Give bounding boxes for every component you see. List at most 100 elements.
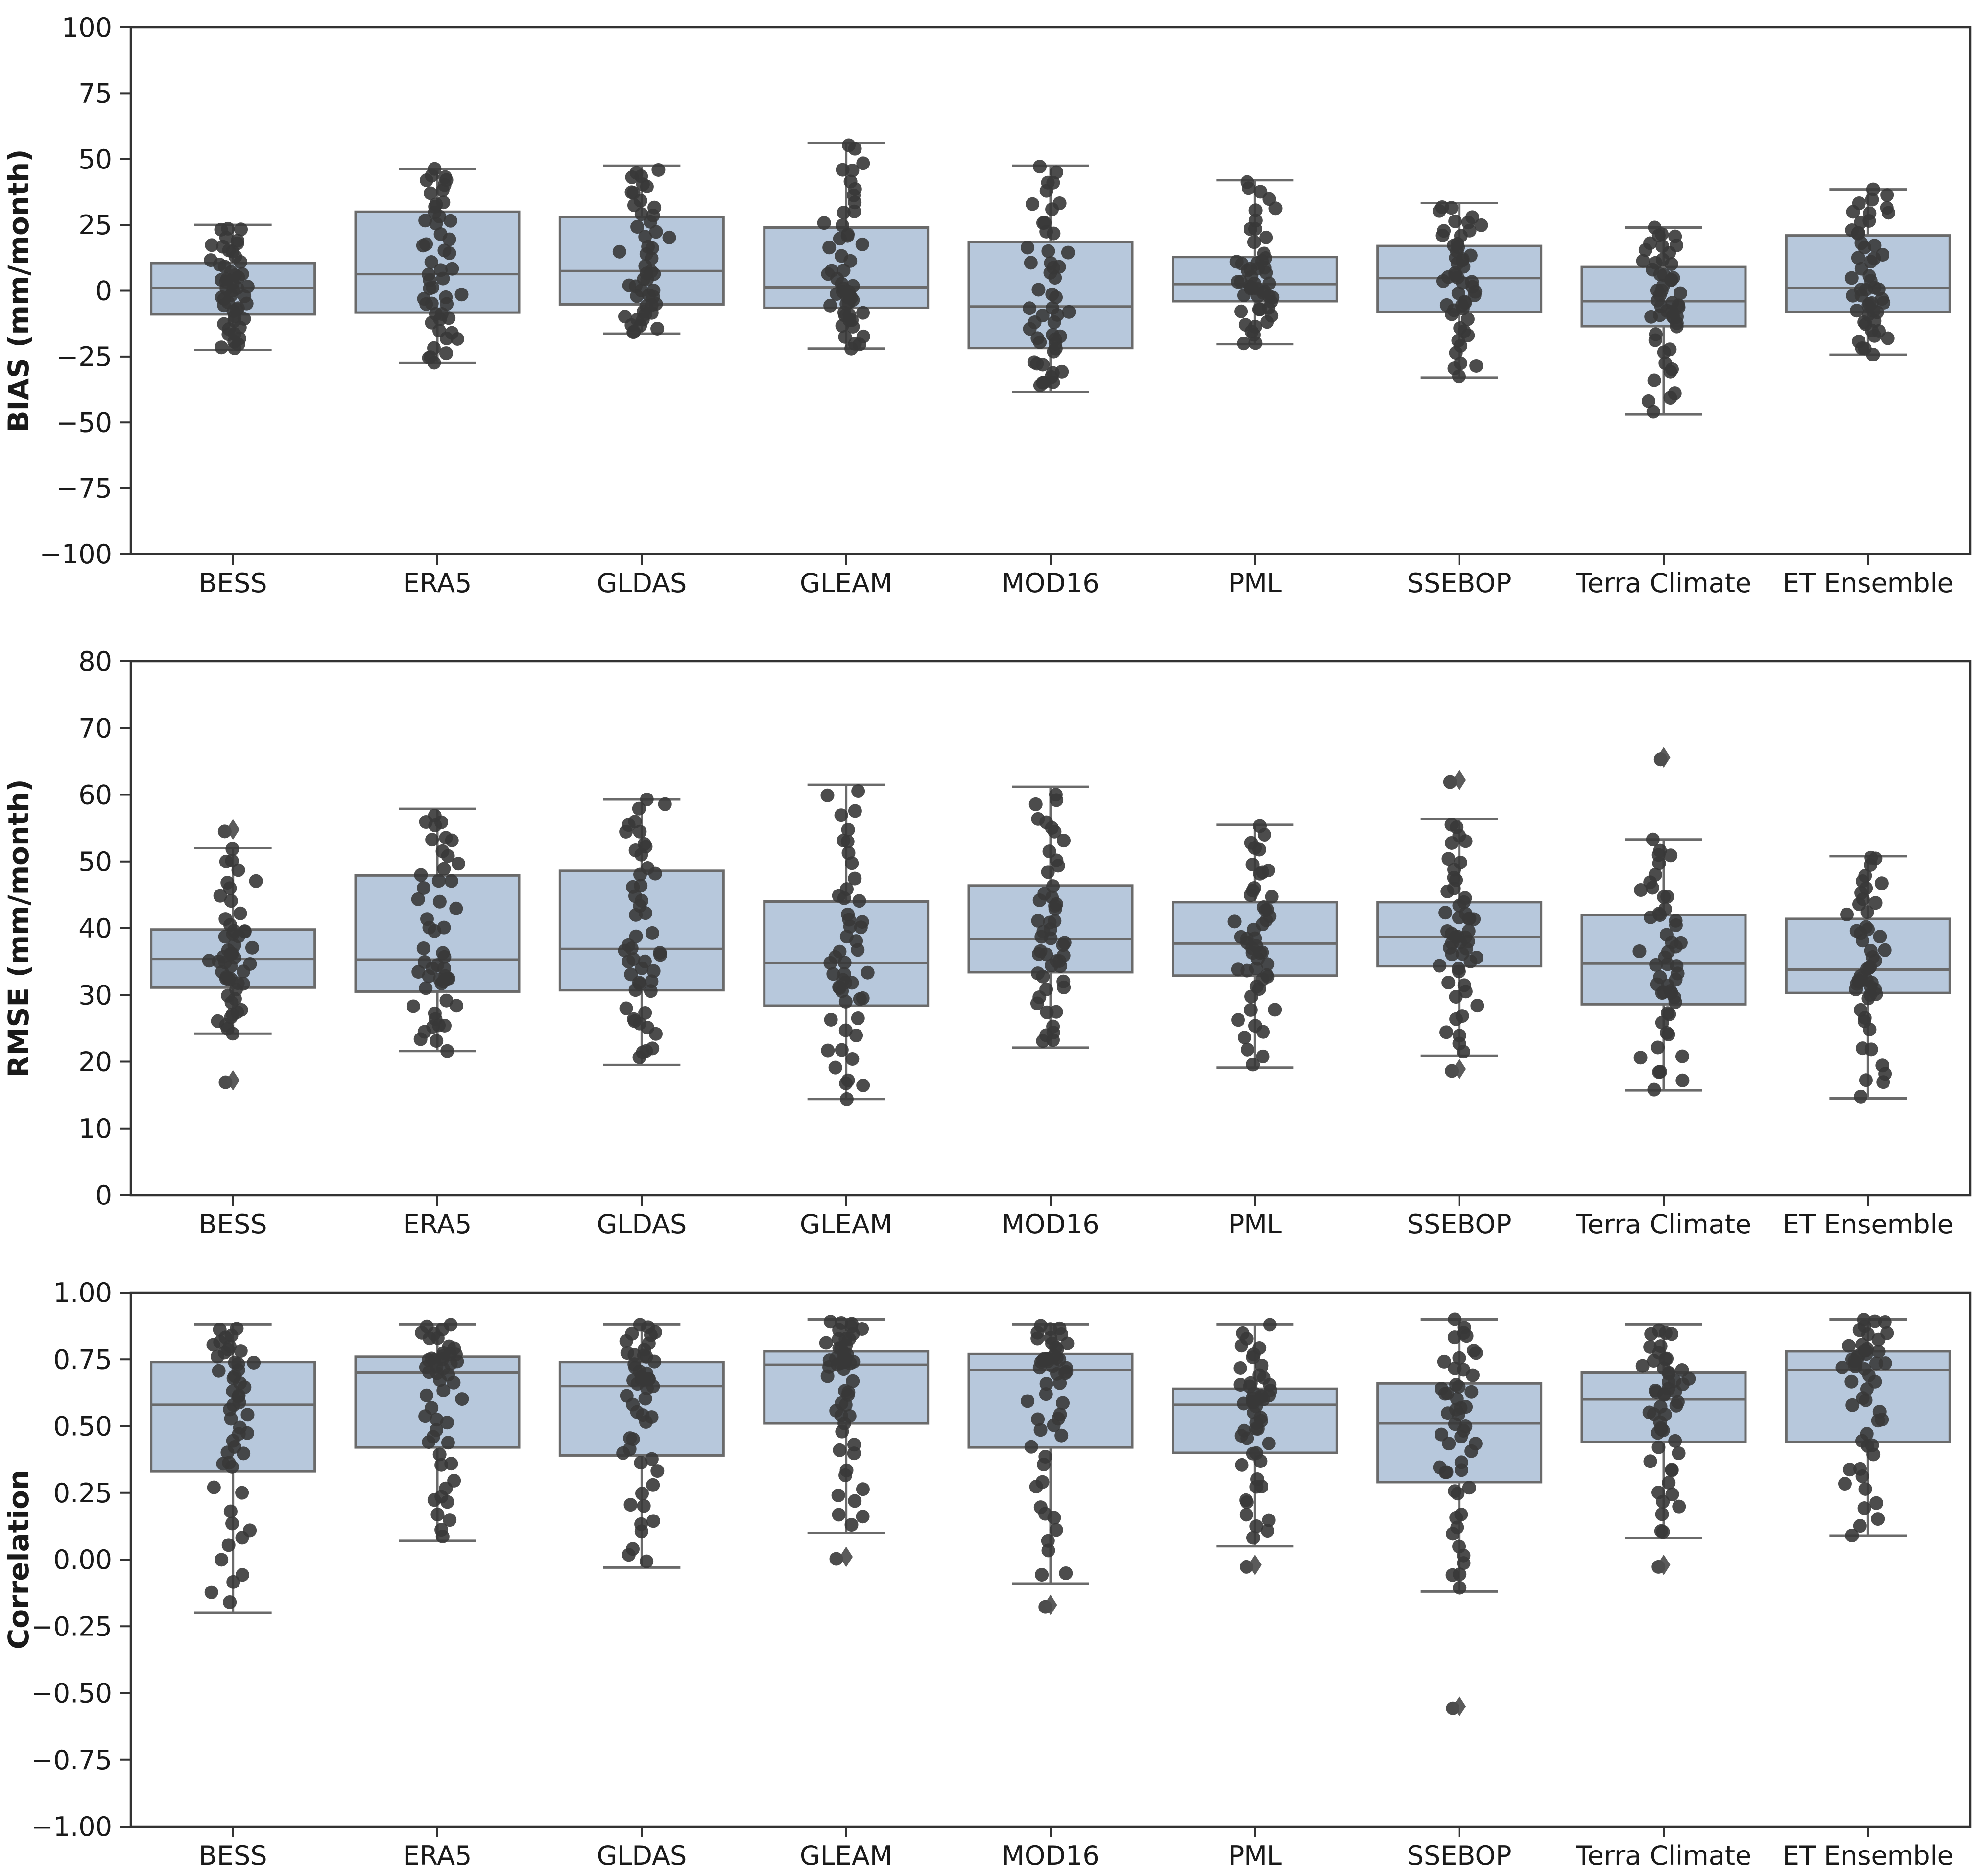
data-point [1024, 256, 1038, 270]
data-point [1670, 959, 1684, 973]
data-point [1031, 947, 1046, 961]
data-point [833, 944, 847, 959]
box-group-et-ensemble: ET Ensemble [1783, 1313, 1954, 1871]
data-point [1852, 335, 1866, 349]
data-point [1651, 1040, 1665, 1055]
data-point [1255, 1358, 1269, 1372]
data-point [431, 874, 446, 888]
data-point [1458, 891, 1472, 905]
data-point [849, 1028, 863, 1042]
data-point [1659, 928, 1674, 942]
data-point [424, 255, 438, 269]
data-point [422, 267, 436, 282]
data-point [825, 264, 839, 278]
data-point [622, 955, 636, 969]
data-point [1246, 1531, 1260, 1545]
data-point [212, 1364, 226, 1378]
data-point [1653, 1399, 1668, 1414]
data-point [1462, 1481, 1476, 1495]
y-tick-label: 60 [78, 780, 112, 811]
y-tick-label: 20 [78, 1047, 112, 1078]
data-point [1453, 321, 1467, 335]
data-point [430, 1413, 444, 1427]
data-point [1035, 309, 1050, 323]
data-point [634, 1517, 648, 1531]
data-point [626, 1542, 640, 1556]
data-point [851, 1011, 865, 1026]
data-point [234, 1344, 248, 1358]
data-point [845, 1052, 860, 1066]
data-point [1647, 373, 1661, 387]
data-point [1260, 968, 1274, 982]
data-point [1055, 364, 1069, 379]
data-point [856, 1510, 870, 1524]
data-point [817, 216, 831, 230]
data-point [1668, 386, 1682, 401]
data-point [849, 934, 863, 948]
x-tick-label: GLDAS [597, 1209, 687, 1240]
data-point [1649, 1383, 1663, 1397]
data-point [645, 1452, 659, 1466]
data-point [1026, 197, 1040, 211]
data-point [223, 1504, 238, 1518]
data-point [1474, 218, 1488, 232]
box-group-mod16: MOD16 [967, 160, 1134, 599]
data-point [823, 298, 837, 313]
data-point [1457, 1326, 1471, 1340]
data-point [832, 1508, 846, 1522]
data-point [1048, 914, 1062, 928]
x-tick-label: GLEAM [800, 1209, 893, 1240]
data-point [1237, 1423, 1251, 1438]
y-tick-label: 0.50 [53, 1411, 112, 1442]
data-point [629, 166, 644, 180]
data-point [1468, 1437, 1483, 1451]
data-point [419, 237, 433, 251]
x-tick-label: BESS [199, 568, 267, 599]
data-point [230, 1322, 244, 1336]
data-point [437, 920, 451, 935]
data-point [213, 1335, 227, 1349]
data-point [418, 214, 432, 228]
data-point [1031, 1412, 1045, 1426]
data-point [1874, 876, 1889, 890]
outlier-diamond [1453, 1696, 1466, 1717]
data-point [1858, 1482, 1872, 1496]
data-point [841, 1073, 855, 1087]
panel-rmse: 80 70 60 50 40 30 20 10 0 RMSE (mm/month) BESS ERA5… [2, 646, 1972, 1240]
y-tick-label: −0.25 [31, 1611, 112, 1642]
data-point [650, 321, 665, 336]
data-point [1853, 1462, 1867, 1476]
data-point [1452, 1380, 1466, 1394]
data-point [1448, 1312, 1462, 1326]
x-tick-label: Terra Climate [1576, 1209, 1752, 1240]
data-point [638, 230, 652, 244]
data-point [238, 1380, 252, 1395]
data-point [414, 868, 428, 882]
data-point [1470, 999, 1484, 1013]
data-point [1061, 245, 1075, 260]
data-point [1875, 248, 1889, 262]
y-tick-label: 0.00 [53, 1544, 112, 1575]
panel-bias: 100 75 50 25 0 −25 −50 −75 −100 BIAS (mm/month) BE… [2, 12, 1972, 599]
data-point [821, 1043, 835, 1058]
data-point [1453, 1581, 1467, 1595]
data-point [1844, 1374, 1859, 1389]
data-point [1263, 1318, 1277, 1332]
data-point [438, 170, 453, 184]
data-point [1444, 201, 1459, 215]
data-point [837, 264, 851, 278]
data-point [1441, 1406, 1455, 1420]
data-point [240, 1408, 255, 1422]
outlier-diamond [226, 1070, 240, 1091]
data-point [1244, 836, 1258, 850]
data-point [1452, 1351, 1466, 1365]
data-point [1853, 1519, 1867, 1533]
data-point [630, 220, 645, 234]
data-point [856, 306, 870, 320]
data-point [1459, 1419, 1473, 1434]
data-point [1650, 977, 1664, 991]
data-point [425, 833, 439, 847]
data-point [445, 262, 459, 276]
data-point [622, 278, 636, 292]
data-point [640, 793, 654, 807]
